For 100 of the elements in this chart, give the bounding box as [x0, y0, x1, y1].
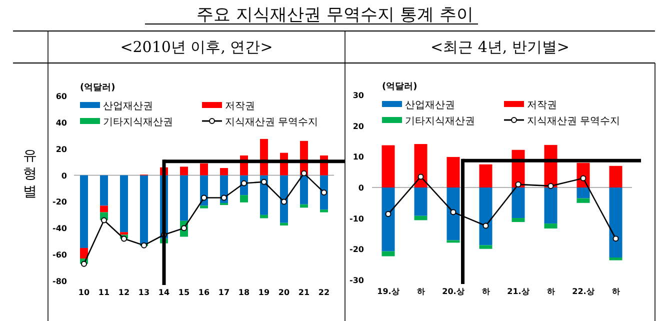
bar [382, 251, 395, 256]
bar [479, 164, 492, 188]
point [261, 178, 267, 185]
point [141, 242, 147, 248]
bar [609, 188, 622, 258]
y-axis-title: (억달러) [382, 82, 418, 92]
y-tick-label: -40 [52, 224, 68, 234]
legend-label: 지식재산권 무역수지 [225, 117, 318, 128]
y-tick-label: -10 [350, 214, 364, 224]
chart-title: <최근 4년, 반기별> [430, 38, 570, 56]
x-tick-label: 20 [278, 288, 290, 297]
x-tick-label: 12 [118, 288, 130, 297]
bar [120, 232, 128, 235]
x-tick-label: 하 [416, 287, 425, 296]
y-axis-title: (억달러) [80, 83, 116, 93]
x-tick-label: 17 [218, 288, 230, 297]
bar [140, 175, 148, 244]
point [321, 189, 327, 196]
y-tick-label: 20 [56, 144, 68, 154]
bar [220, 168, 228, 176]
bar [80, 248, 88, 259]
y-tick-label: -20 [52, 198, 68, 207]
bar [320, 210, 328, 212]
legend-label: 기타지식재산권 [405, 116, 475, 127]
y-tick-label: 0 [61, 171, 68, 180]
point [482, 222, 489, 229]
bar [200, 206, 208, 208]
bar [446, 156, 460, 188]
bar [414, 188, 428, 216]
y-tick-label: 10 [352, 152, 364, 162]
bar [300, 204, 308, 208]
x-tick-label: 22.상 [572, 287, 594, 296]
y-tick-label: 20 [352, 122, 364, 131]
x-tick-label: 14 [158, 288, 170, 297]
bar [120, 175, 128, 232]
bar [414, 216, 428, 220]
legend-label: 산업재산권 [405, 100, 455, 111]
x-tick-label: 21 [298, 288, 310, 297]
bar [180, 166, 188, 176]
point [301, 170, 307, 176]
x-tick-label: 20.상 [442, 287, 464, 296]
bar [100, 175, 108, 206]
x-tick-label: 13 [138, 288, 150, 297]
point [612, 236, 619, 242]
bar [576, 188, 590, 198]
x-tick-label: 21.상 [507, 287, 530, 296]
chart-title: <2010년 이후, 연간> [120, 38, 273, 56]
point [385, 211, 392, 218]
x-tick-label: 18 [238, 288, 250, 297]
bar [260, 138, 268, 176]
bar [80, 175, 88, 248]
bar [479, 245, 492, 249]
bar [180, 175, 188, 221]
x-tick-label: 11 [98, 288, 110, 297]
point [121, 236, 127, 242]
bar [446, 188, 460, 240]
y-tick-label: 40 [56, 118, 68, 128]
point [548, 182, 554, 189]
bar [280, 175, 288, 223]
bar [414, 144, 428, 188]
bar [544, 188, 558, 224]
point [221, 194, 227, 201]
bar [544, 224, 558, 229]
text: 주요 지식재산권 무역수지 통계 추이 [196, 5, 474, 25]
bar [200, 163, 208, 176]
x-tick-label: 하 [612, 287, 620, 296]
bar [512, 218, 525, 222]
bar [382, 188, 395, 252]
bar [512, 188, 525, 218]
x-tick-label: 19 [258, 288, 270, 297]
bar [240, 195, 248, 202]
bar [382, 145, 395, 188]
legend-label: 저작권 [527, 100, 557, 111]
x-tick-label: 하 [482, 287, 490, 296]
point [418, 174, 424, 180]
bar [479, 188, 492, 246]
legend-label: 저작권 [225, 101, 255, 112]
x-tick-label: 하 [546, 287, 555, 296]
x-tick-label: 10 [78, 288, 90, 297]
bar [100, 206, 108, 212]
point [281, 198, 287, 205]
y-tick-label: 60 [56, 92, 68, 101]
x-tick-label: 15 [178, 288, 190, 297]
legend-label: 지식재산권 무역수지 [527, 116, 620, 127]
bar [609, 166, 622, 188]
x-tick-label: 19.상 [377, 287, 400, 296]
point [101, 217, 107, 224]
bar [576, 198, 590, 203]
x-tick-label: 22 [318, 288, 330, 297]
x-tick-label: 16 [198, 288, 210, 297]
y-tick-label: -20 [350, 245, 364, 254]
y-tick-label: 30 [352, 91, 364, 100]
bar [609, 257, 622, 260]
y-tick-label: -60 [52, 250, 68, 260]
point [201, 194, 207, 201]
bar [300, 175, 308, 204]
bar [260, 214, 268, 218]
y-tick-label: -30 [350, 276, 364, 285]
point [81, 260, 87, 267]
legend-label: 기타지식재산권 [103, 117, 173, 128]
